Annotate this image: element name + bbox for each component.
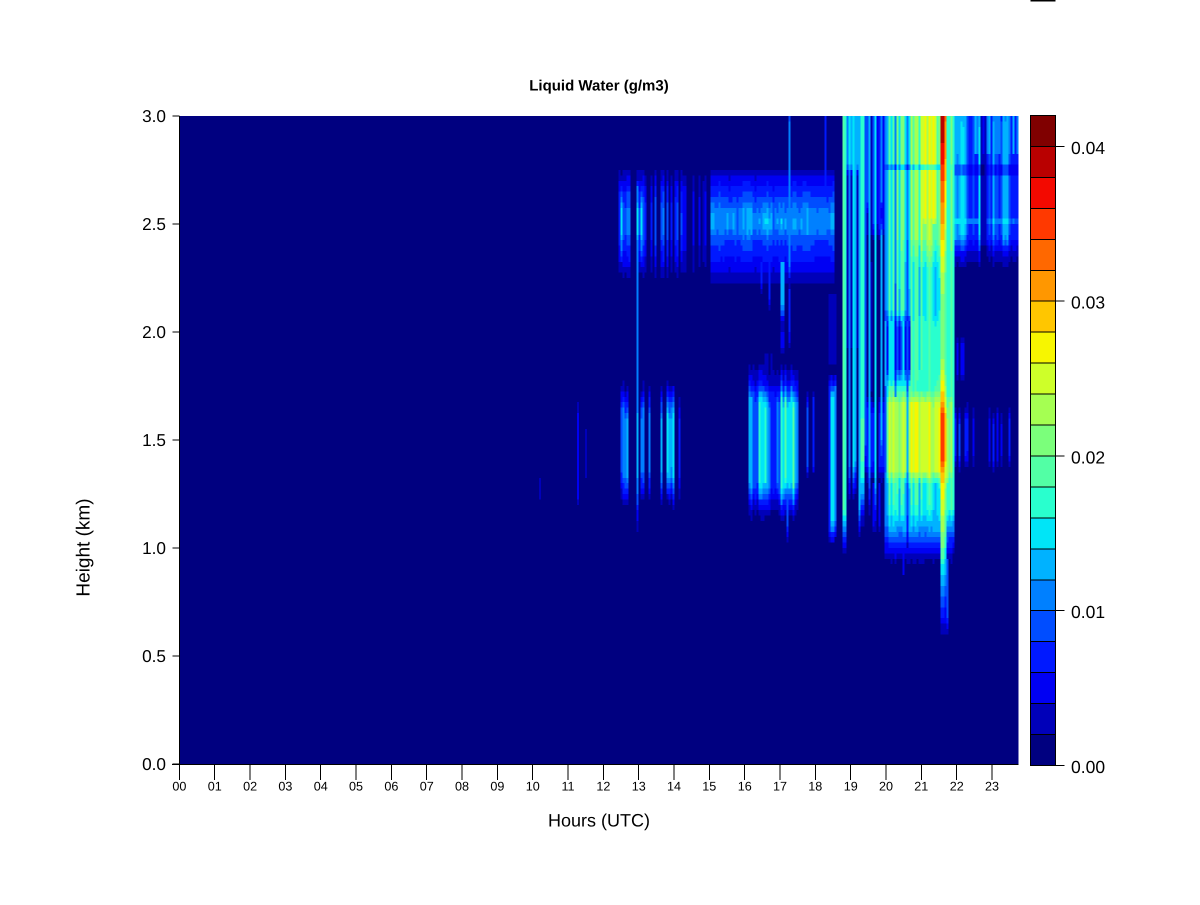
svg-text:0.0: 0.0	[142, 754, 166, 774]
svg-text:20: 20	[879, 780, 893, 794]
svg-text:18: 18	[808, 780, 822, 794]
svg-text:2.0: 2.0	[142, 322, 166, 342]
svg-text:12: 12	[596, 780, 610, 794]
svg-text:07: 07	[420, 780, 434, 794]
svg-text:06: 06	[384, 780, 398, 794]
svg-text:0.5: 0.5	[142, 646, 166, 666]
svg-text:17: 17	[773, 780, 787, 794]
svg-text:3.0: 3.0	[142, 106, 166, 126]
svg-text:0.00: 0.00	[1071, 757, 1105, 777]
svg-text:02: 02	[243, 780, 257, 794]
svg-text:13: 13	[632, 780, 646, 794]
svg-text:21: 21	[914, 780, 928, 794]
svg-text:04: 04	[314, 780, 328, 794]
svg-text:19: 19	[844, 780, 858, 794]
svg-text:01: 01	[208, 780, 222, 794]
svg-text:00: 00	[172, 780, 186, 794]
svg-text:1.5: 1.5	[142, 430, 166, 450]
svg-text:09: 09	[490, 780, 504, 794]
svg-text:1.0: 1.0	[142, 538, 166, 558]
svg-text:05: 05	[349, 780, 363, 794]
svg-text:0.03: 0.03	[1071, 293, 1105, 313]
svg-text:Hours (UTC): Hours (UTC)	[548, 811, 650, 831]
svg-text:Height (km): Height (km)	[74, 498, 95, 596]
svg-text:16: 16	[738, 780, 752, 794]
svg-text:0.04: 0.04	[1071, 138, 1105, 158]
svg-text:Liquid Water (g/m3): Liquid Water (g/m3)	[529, 78, 668, 95]
svg-text:22: 22	[950, 780, 964, 794]
svg-text:08: 08	[455, 780, 469, 794]
svg-text:03: 03	[278, 780, 292, 794]
svg-text:14: 14	[667, 780, 681, 794]
svg-text:11: 11	[561, 780, 574, 794]
svg-text:0.01: 0.01	[1071, 602, 1105, 622]
svg-text:23: 23	[985, 780, 999, 794]
svg-text:15: 15	[702, 780, 716, 794]
svg-text:2.5: 2.5	[142, 214, 166, 234]
svg-text:10: 10	[526, 780, 540, 794]
svg-text:0.02: 0.02	[1071, 447, 1105, 467]
